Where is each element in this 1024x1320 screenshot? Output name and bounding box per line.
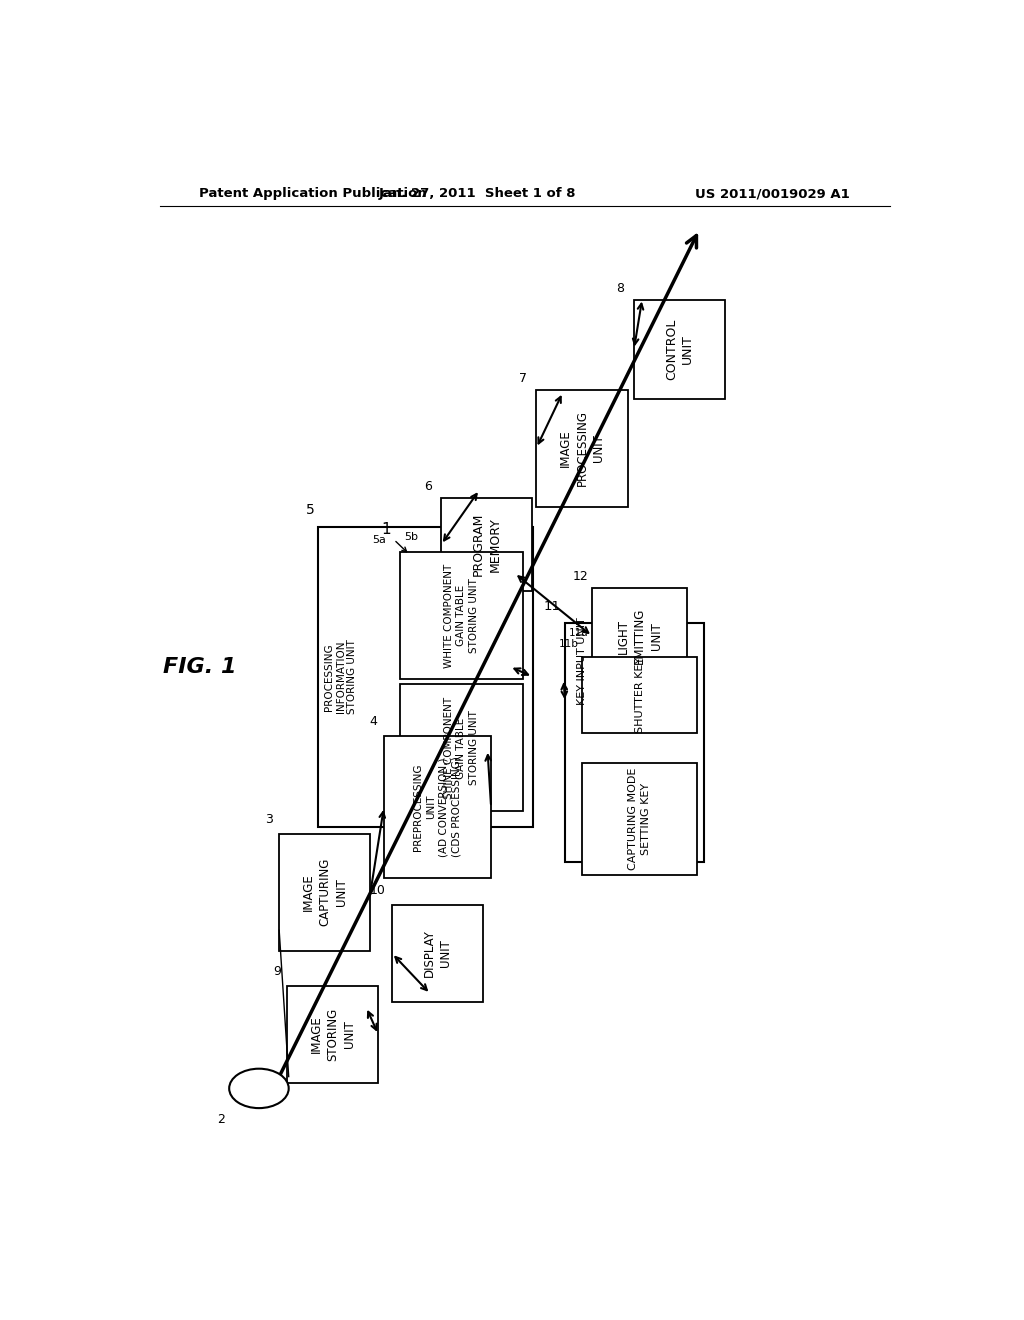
Text: WHITE COMPONENT
GAIN TABLE
STORING UNIT: WHITE COMPONENT GAIN TABLE STORING UNIT	[443, 564, 479, 668]
Bar	[399, 684, 523, 812]
Bar	[565, 623, 703, 862]
Text: 10: 10	[370, 884, 385, 896]
Text: IMAGE
CAPTURING
UNIT: IMAGE CAPTURING UNIT	[302, 858, 348, 927]
Text: DISPLAY
UNIT: DISPLAY UNIT	[423, 929, 453, 977]
Text: 7: 7	[519, 371, 526, 384]
Text: KEY INPUT UNIT: KEY INPUT UNIT	[578, 618, 588, 705]
Text: 12: 12	[572, 570, 588, 582]
Text: 5b: 5b	[403, 532, 418, 543]
Bar	[592, 587, 687, 684]
Bar	[392, 906, 483, 1002]
Text: 8: 8	[616, 281, 625, 294]
Text: 11b: 11b	[558, 639, 579, 649]
Text: 1: 1	[381, 521, 391, 537]
Text: Patent Application Publication: Patent Application Publication	[200, 187, 427, 201]
Text: SHUTTER KEY: SHUTTER KEY	[635, 657, 645, 733]
Ellipse shape	[229, 1069, 289, 1107]
Text: 11a: 11a	[569, 628, 589, 639]
Text: LIGHT
EMITTING
UNIT: LIGHT EMITTING UNIT	[616, 609, 663, 664]
Text: PROCESSING
INFORMATION
STORING UNIT: PROCESSING INFORMATION STORING UNIT	[324, 639, 357, 714]
Text: 9: 9	[272, 965, 281, 978]
Bar	[318, 527, 532, 826]
Text: 6: 6	[424, 479, 431, 492]
Bar	[384, 735, 492, 878]
Bar	[583, 763, 697, 875]
Bar	[399, 552, 523, 680]
Text: PROGRAM
MEMORY: PROGRAM MEMORY	[472, 513, 502, 577]
Text: IMAGE
STORING
UNIT: IMAGE STORING UNIT	[309, 1008, 355, 1061]
Bar	[537, 389, 628, 507]
Text: 3: 3	[265, 813, 272, 826]
Text: FIG. 1: FIG. 1	[163, 656, 237, 677]
Bar	[634, 300, 725, 399]
Text: IMAGE
PROCESSING
UNIT: IMAGE PROCESSING UNIT	[559, 411, 605, 486]
Text: 11: 11	[544, 601, 561, 614]
Text: CONTROL
UNIT: CONTROL UNIT	[665, 319, 694, 380]
Text: PREPROCESSING
UNIT
(AD CONVERSION,)
(CDS PROCESSING): PREPROCESSING UNIT (AD CONVERSION,) (CDS…	[414, 756, 462, 857]
Text: US 2011/0019029 A1: US 2011/0019029 A1	[695, 187, 850, 201]
Text: 5: 5	[306, 503, 314, 516]
Text: CAPTURING MODE
SETTING KEY: CAPTURING MODE SETTING KEY	[629, 768, 651, 870]
Bar	[287, 986, 379, 1082]
Text: SHINE COMPONENT
GAIN TABLE
STORING UNIT: SHINE COMPONENT GAIN TABLE STORING UNIT	[443, 697, 479, 799]
Bar	[280, 834, 371, 950]
Bar	[583, 657, 697, 733]
Text: 5a: 5a	[373, 535, 386, 545]
Text: 4: 4	[370, 714, 378, 727]
Text: 2: 2	[217, 1113, 225, 1126]
Text: Jan. 27, 2011  Sheet 1 of 8: Jan. 27, 2011 Sheet 1 of 8	[379, 187, 575, 201]
Bar	[441, 498, 532, 591]
